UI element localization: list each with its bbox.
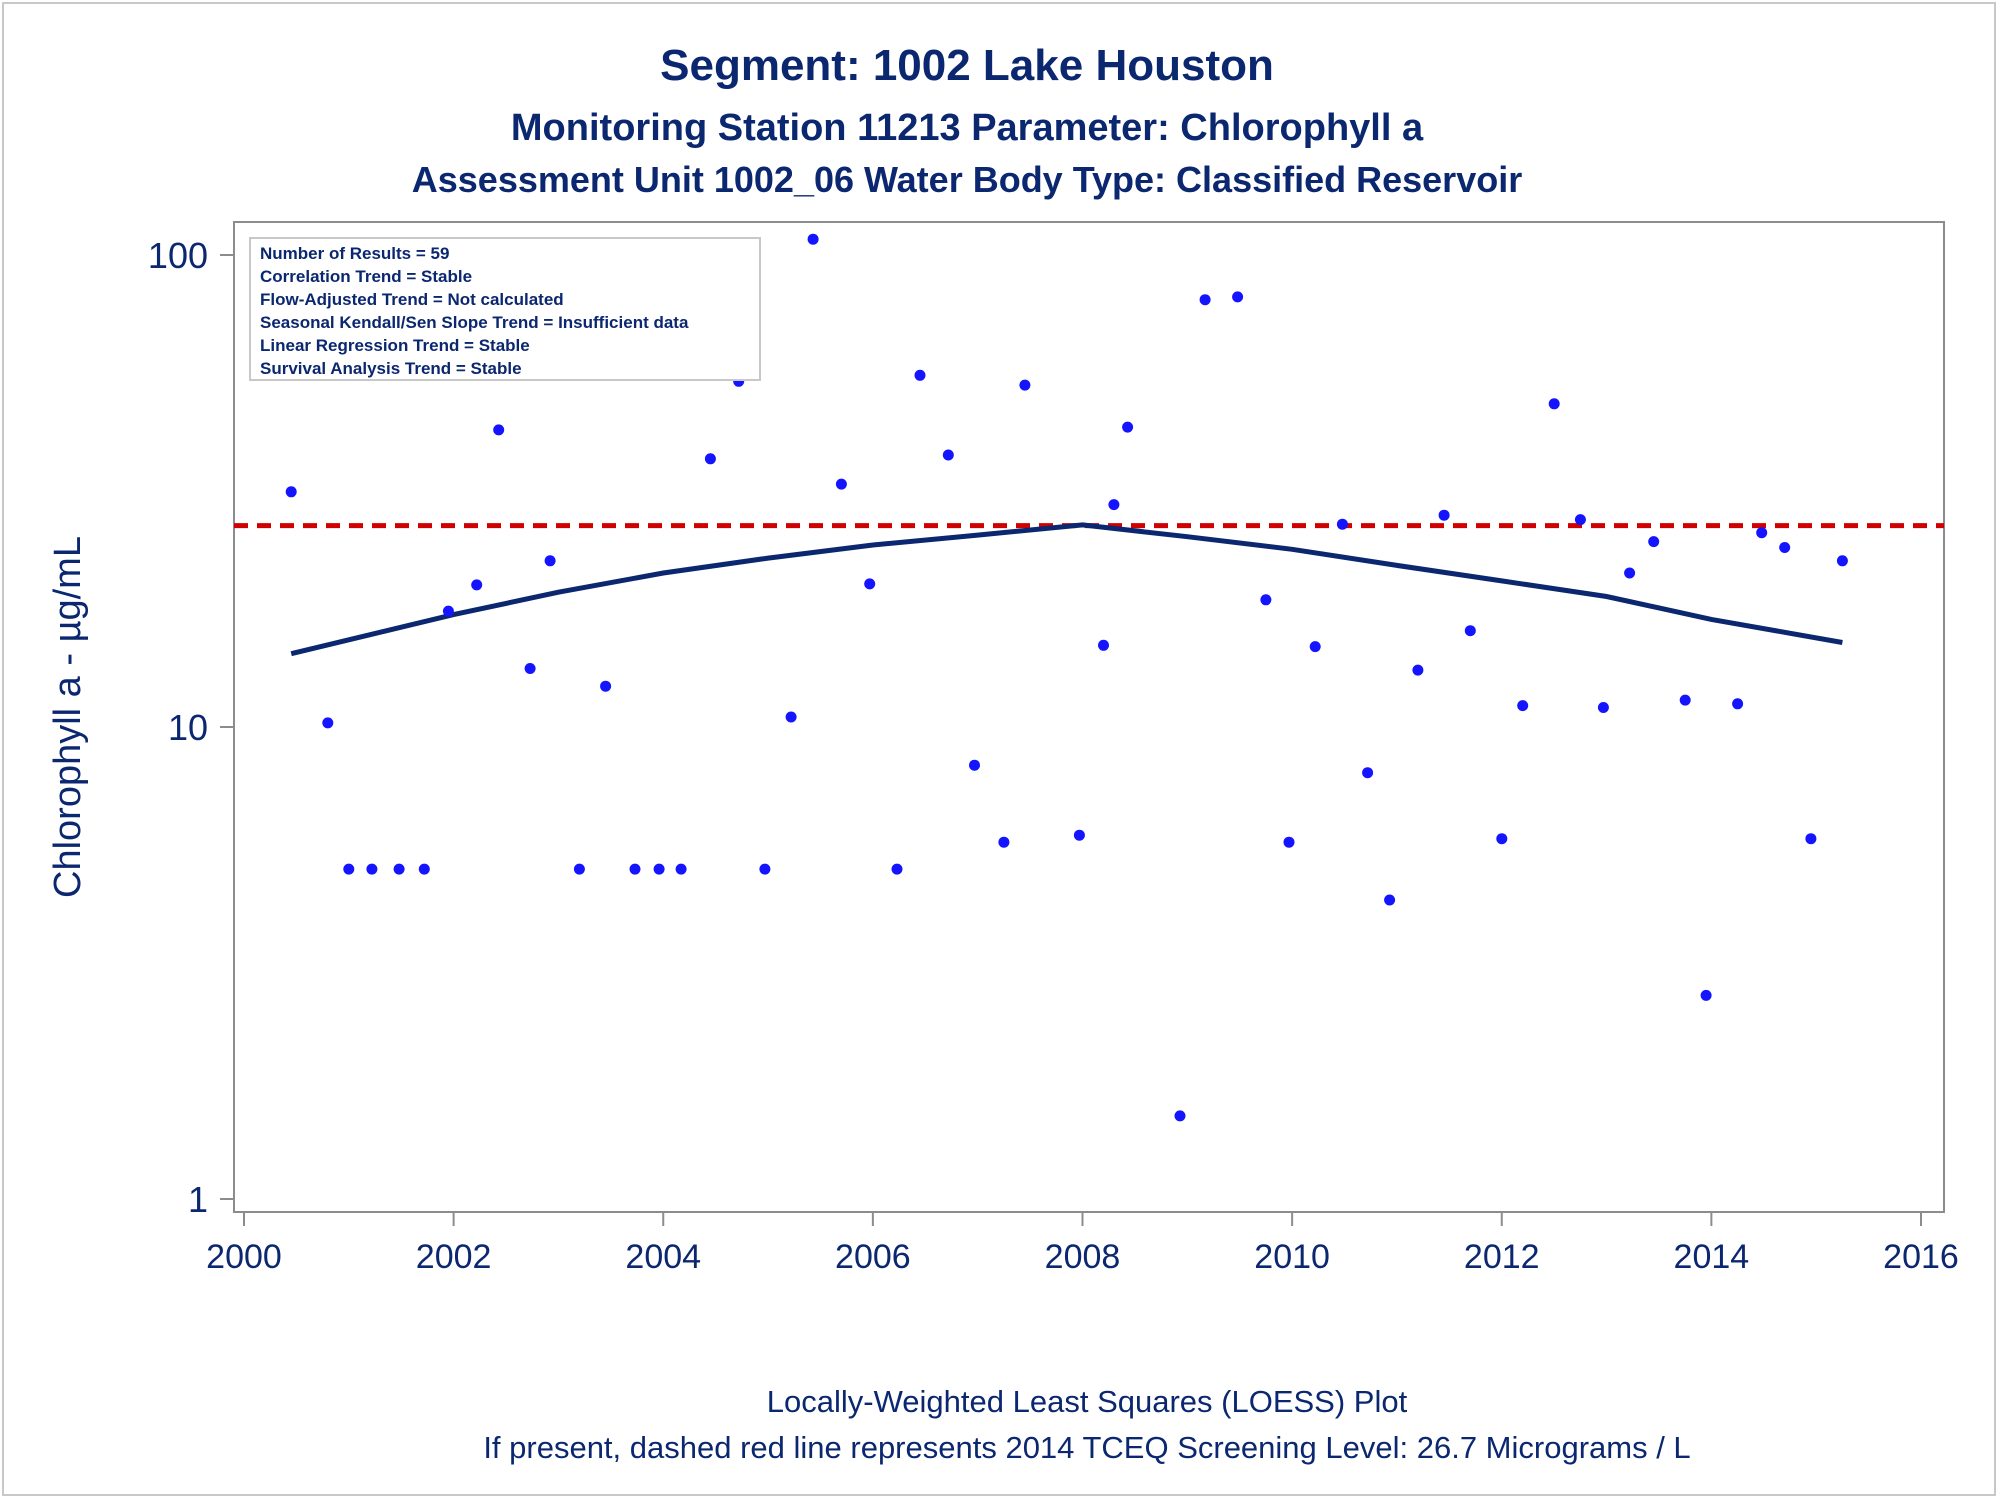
x-tick-label: 2000 xyxy=(206,1238,282,1276)
data-point xyxy=(573,863,585,875)
footnote-loess: Locally-Weighted Least Squares (LOESS) P… xyxy=(767,1384,1408,1419)
chart-canvas: Segment: 1002 Lake Houston Monitoring St… xyxy=(47,41,1959,1465)
data-point xyxy=(1597,702,1609,713)
data-point xyxy=(1174,1110,1186,1122)
data-point xyxy=(493,424,505,436)
data-point xyxy=(1574,514,1586,526)
data-point xyxy=(1199,294,1211,306)
y-axis: 1 10 100 xyxy=(148,222,235,1220)
chart-subtitle-2: Assessment Unit 1002_06 Water Body Type:… xyxy=(412,159,1522,200)
info-line-correlation: Correlation Trend = Stable xyxy=(260,267,472,286)
info-line-linear-regression: Linear Regression Trend = Stable xyxy=(260,336,530,355)
data-point xyxy=(759,863,771,875)
y-tick-label: 1 xyxy=(188,1179,208,1220)
data-point xyxy=(1283,836,1295,848)
chart-subtitle: Monitoring Station 11213 Parameter: Chlo… xyxy=(511,107,1424,149)
data-point xyxy=(366,863,378,875)
data-point xyxy=(1232,291,1244,303)
x-tick-label: 2008 xyxy=(1045,1238,1121,1276)
data-point xyxy=(1108,499,1120,511)
data-point xyxy=(471,579,483,591)
x-tick-label: 2014 xyxy=(1674,1238,1750,1276)
data-point xyxy=(1548,398,1560,410)
data-point xyxy=(1517,700,1529,712)
info-line-survival: Survival Analysis Trend = Stable xyxy=(260,359,522,378)
data-point xyxy=(1019,379,1031,391)
data-point xyxy=(285,486,297,498)
data-point xyxy=(1438,509,1450,521)
loess-line xyxy=(290,522,1843,657)
data-point xyxy=(1073,829,1085,841)
data-point xyxy=(1336,518,1348,530)
data-point xyxy=(343,863,355,875)
data-point xyxy=(785,711,797,723)
chart-title: Segment: 1002 Lake Houston xyxy=(660,41,1274,90)
data-point xyxy=(1805,833,1817,845)
info-box: Number of Results = 59 Correlation Trend… xyxy=(249,237,761,381)
info-line-seasonal-kendall: Seasonal Kendall/Sen Slope Trend = Insuf… xyxy=(260,313,689,332)
y-tick-label: 10 xyxy=(168,707,208,748)
data-point xyxy=(675,863,687,875)
info-line-results: Number of Results = 59 xyxy=(260,244,449,263)
data-point xyxy=(393,863,405,875)
x-tick-label: 2012 xyxy=(1464,1238,1540,1276)
data-point xyxy=(942,449,954,461)
x-tick-label: 2010 xyxy=(1254,1238,1330,1276)
data-point xyxy=(969,759,980,771)
data-point xyxy=(653,863,665,875)
data-point xyxy=(1732,698,1744,710)
info-box-frame xyxy=(249,237,761,381)
data-point xyxy=(864,578,876,590)
data-point xyxy=(600,680,612,692)
data-point xyxy=(914,369,926,381)
data-point xyxy=(704,453,716,465)
x-tick-label: 2016 xyxy=(1883,1238,1959,1276)
data-point xyxy=(891,863,903,875)
x-tick-label: 2006 xyxy=(835,1238,911,1276)
data-point xyxy=(1260,594,1272,606)
y-axis-label: Chlorophyll a - µg/mL xyxy=(47,536,89,898)
data-point xyxy=(807,233,819,245)
y-tick-label: 100 xyxy=(148,235,208,276)
data-point xyxy=(1756,527,1768,539)
data-point xyxy=(544,555,556,567)
data-point xyxy=(1700,989,1712,1001)
data-point xyxy=(629,863,641,875)
data-point xyxy=(1624,567,1636,579)
footnote-screening: If present, dashed red line represents 2… xyxy=(483,1430,1690,1465)
x-axis: 2000 2002 2004 2006 2008 2010 2012 2014 2016 xyxy=(206,1211,1959,1276)
x-tick-label: 2004 xyxy=(625,1238,701,1276)
x-tick-label: 2002 xyxy=(416,1238,492,1276)
data-point xyxy=(1384,894,1396,906)
data-points xyxy=(285,233,1848,1122)
data-point xyxy=(1679,694,1691,706)
data-point xyxy=(998,836,1010,848)
info-line-flow-adjusted: Flow-Adjusted Trend = Not calculated xyxy=(260,290,564,309)
data-point xyxy=(442,605,454,617)
data-point xyxy=(418,863,430,875)
data-point xyxy=(524,663,536,674)
data-point xyxy=(1362,767,1374,779)
data-point xyxy=(1309,641,1321,653)
data-point xyxy=(1496,833,1508,845)
data-point xyxy=(1464,625,1476,637)
data-point xyxy=(1122,421,1134,433)
data-point xyxy=(322,717,334,729)
data-point xyxy=(1648,536,1660,548)
data-point xyxy=(1779,542,1791,553)
data-point xyxy=(1098,639,1109,651)
data-point xyxy=(835,478,847,490)
data-point xyxy=(1836,555,1848,567)
data-point xyxy=(1412,664,1424,676)
